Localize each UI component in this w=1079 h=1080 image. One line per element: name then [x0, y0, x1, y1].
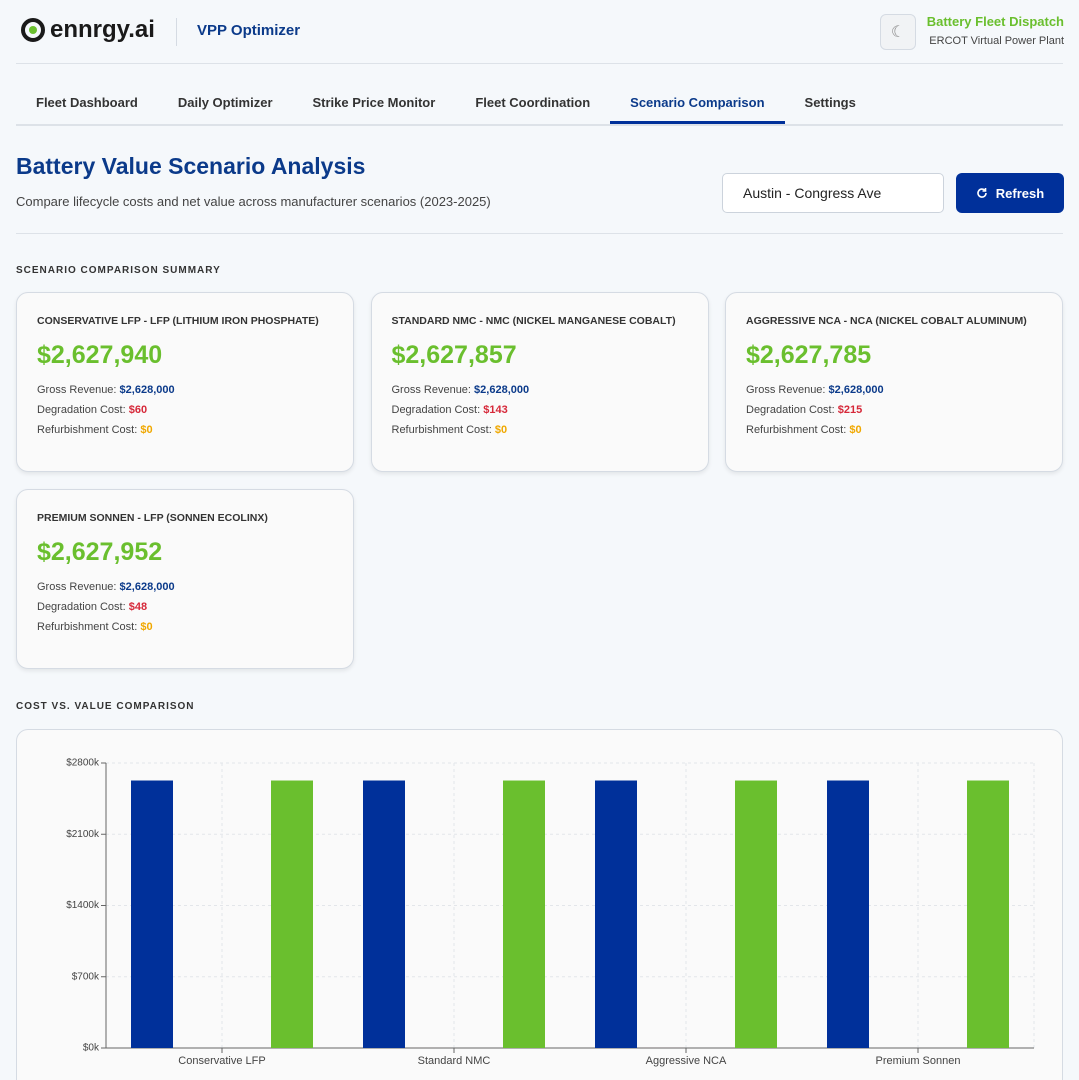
app-name: VPP Optimizer: [197, 22, 301, 39]
row-value: $143: [483, 404, 508, 416]
card-row: Refurbishment Cost: $0: [37, 424, 333, 436]
y-tick-label: $2800k: [66, 758, 100, 769]
net-value: $2,627,785: [746, 341, 872, 369]
section-heading: COST VS. VALUE COMPARISON: [16, 701, 195, 712]
bar: [503, 780, 545, 1048]
card-row: Gross Revenue: $2,628,000: [392, 384, 688, 396]
x-tick-label: Conservative LFP: [178, 1055, 265, 1067]
x-tick-label: Aggressive NCA: [646, 1055, 727, 1067]
fleet-subtitle: ERCOT Virtual Power Plant: [929, 35, 1064, 47]
y-tick-label: $1400k: [66, 900, 100, 911]
net-value: $2,627,857: [391, 341, 517, 369]
divider: [16, 63, 1063, 64]
tab[interactable]: Scenario Comparison: [610, 84, 785, 124]
row-label: Refurbishment Cost:: [37, 621, 138, 633]
scenario-card: STANDARD NMC - NMC (NICKEL MANGANESE COB…: [370, 292, 709, 472]
row-value: $2,628,000: [474, 384, 530, 396]
card-row: Degradation Cost: $48: [37, 601, 333, 613]
row-label: Degradation Cost:: [37, 404, 126, 416]
logo-text: ennrgy.ai: [50, 16, 155, 43]
row-label: Degradation Cost:: [391, 404, 481, 416]
card-title: STANDARD NMC - NMC (NICKEL MANGANESE COB…: [391, 315, 676, 327]
scenario-card: CONSERVATIVE LFP - LFP (LITHIUM IRON PHO…: [16, 292, 354, 472]
card-row: Refurbishment Cost: $0: [37, 621, 333, 633]
page-subtitle: Compare lifecycle costs and net value ac…: [16, 194, 491, 209]
net-value: $2,627,940: [37, 341, 163, 369]
fleet-info: Battery Fleet Dispatch ERCOT Virtual Pow…: [927, 14, 1064, 47]
bar: [595, 780, 637, 1048]
row-label: Gross Revenue:: [391, 384, 471, 396]
logo[interactable]: ennrgy.ai: [20, 16, 155, 44]
x-tick-label: Premium Sonnen: [876, 1055, 961, 1067]
row-label: Gross Revenue:: [37, 581, 117, 593]
row-value: $2,628,000: [828, 384, 884, 396]
card-title: PREMIUM SONNEN - LFP (SONNEN ECOLINX): [37, 512, 268, 524]
bar: [271, 780, 313, 1048]
bar: [827, 780, 869, 1048]
card-row: Gross Revenue: $2,628,000: [746, 384, 1042, 396]
row-value: $0: [849, 424, 862, 436]
tab[interactable]: Settings: [804, 95, 856, 110]
tab[interactable]: Strike Price Monitor: [312, 95, 436, 110]
chart-panel: $0k $700k $1400k $2100k $2800k Conservative L…: [16, 729, 1063, 1080]
y-tick-label: $0k: [83, 1043, 100, 1054]
row-label: Refurbishment Cost:: [37, 424, 138, 436]
y-tick-label: $2100k: [66, 829, 100, 840]
bar: [735, 780, 777, 1048]
section-heading: SCENARIO COMPARISON SUMMARY: [16, 265, 221, 276]
card-title: CONSERVATIVE LFP - LFP (LITHIUM IRON PHO…: [37, 315, 319, 327]
site-select[interactable]: Austin - Congress Ave: [722, 173, 944, 213]
bar: [967, 780, 1009, 1048]
divider: [16, 233, 1063, 234]
tab[interactable]: Daily Optimizer: [177, 95, 273, 110]
chart: $0k $700k $1400k $2100k $2800k Conservative L…: [66, 758, 1035, 1067]
card-title: AGGRESSIVE NCA - NCA (NICKEL COBALT ALUM…: [746, 315, 1027, 327]
card-row: Refurbishment Cost: $0: [392, 424, 688, 436]
tab-bar: Fleet Dashboard Daily Optimizer Strike Pri…: [16, 84, 1063, 126]
refresh-button[interactable]: Refresh: [956, 173, 1064, 213]
tab[interactable]: Fleet Dashboard: [36, 95, 138, 110]
card-row: Degradation Cost: $143: [392, 404, 688, 416]
net-value: $2,627,952: [37, 538, 163, 566]
row-label: Refurbishment Cost:: [746, 424, 847, 436]
row-label: Refurbishment Cost:: [391, 424, 492, 436]
bar: [363, 780, 405, 1048]
card-row: Degradation Cost: $60: [37, 404, 333, 416]
row-label: Gross Revenue:: [746, 384, 826, 396]
card-row: Gross Revenue: $2,628,000: [37, 581, 333, 593]
tab[interactable]: Fleet Coordination: [475, 95, 591, 110]
x-tick-label: Standard NMC: [418, 1055, 491, 1067]
divider: [176, 18, 177, 46]
row-value: $2,628,000: [119, 581, 175, 593]
logo-icon: [21, 18, 45, 42]
row-value: $0: [140, 621, 153, 633]
row-value: $2,628,000: [119, 384, 175, 396]
y-tick-label: $700k: [72, 971, 100, 982]
row-value: $0: [494, 424, 508, 436]
card-row: Degradation Cost: $215: [746, 404, 1042, 416]
refresh-label: Refresh: [995, 185, 1045, 201]
bar: [131, 780, 173, 1048]
refresh-icon: [976, 188, 987, 198]
row-label: Degradation Cost:: [746, 404, 835, 416]
scenario-card: AGGRESSIVE NCA - NCA (NICKEL COBALT ALUM…: [725, 292, 1063, 472]
row-value: $0: [140, 424, 153, 436]
page-title: Battery Value Scenario Analysis: [16, 153, 366, 179]
fleet-title: Battery Fleet Dispatch: [926, 14, 1064, 29]
scenario-card: PREMIUM SONNEN - LFP (SONNEN ECOLINX) $2,…: [16, 489, 354, 669]
row-label: Degradation Cost:: [37, 601, 126, 613]
card-row: Gross Revenue: $2,628,000: [37, 384, 333, 396]
card-row: Refurbishment Cost: $0: [746, 424, 1042, 436]
theme-toggle[interactable]: ☾: [880, 14, 916, 50]
row-value: $215: [837, 404, 863, 416]
row-value: $48: [128, 601, 148, 613]
row-label: Gross Revenue:: [37, 384, 117, 396]
row-value: $60: [128, 404, 148, 416]
